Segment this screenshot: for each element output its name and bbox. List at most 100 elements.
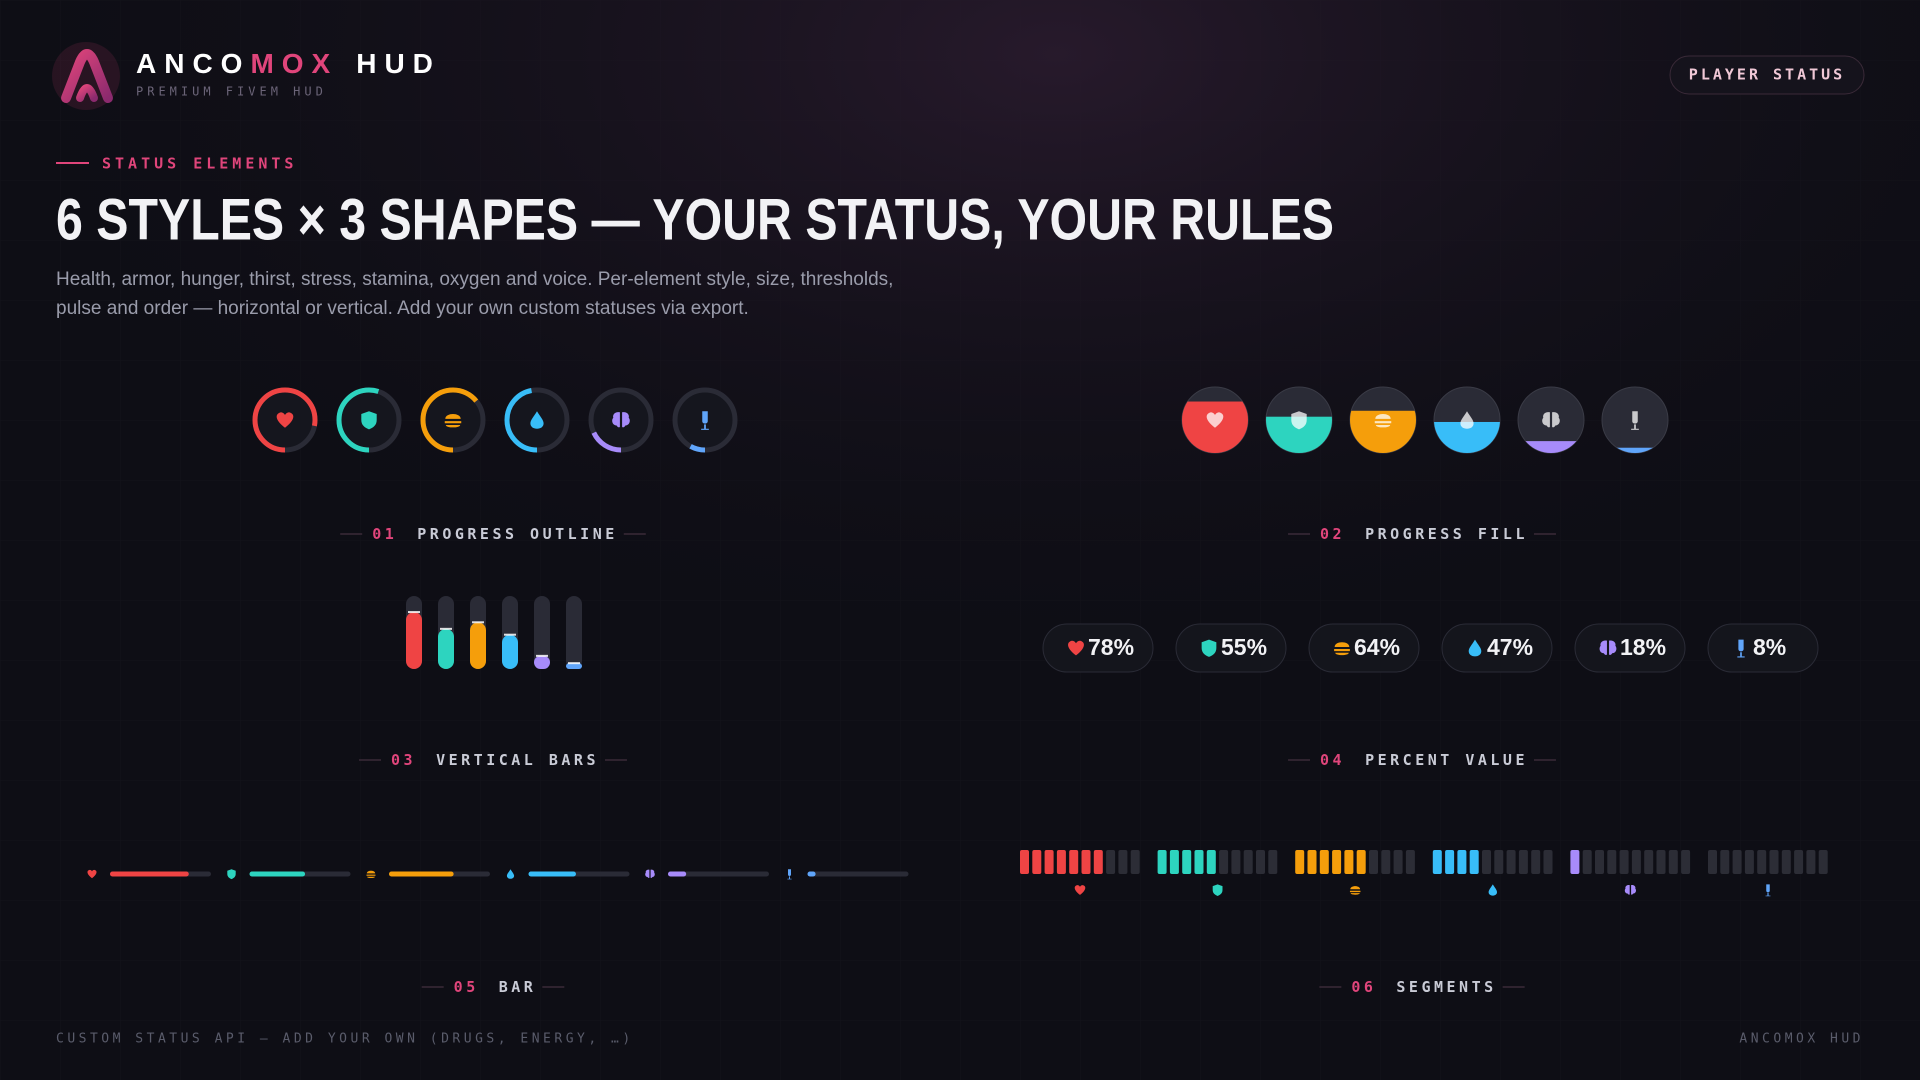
segment — [1369, 850, 1378, 874]
status-icon — [1374, 413, 1392, 428]
status-icon — [1460, 411, 1474, 429]
status-icon — [612, 412, 630, 428]
segment — [1206, 850, 1216, 874]
segment — [1582, 850, 1592, 874]
segment — [1344, 850, 1354, 874]
segment — [1543, 850, 1553, 874]
status-icon — [645, 869, 655, 878]
segment — [1118, 850, 1128, 874]
segment — [1494, 850, 1504, 874]
segment — [1818, 850, 1828, 874]
vbar-track — [534, 596, 550, 669]
style-name: PROGRESS OUTLINE — [417, 525, 618, 543]
segment — [1256, 850, 1265, 874]
style-number: 05 — [454, 978, 479, 996]
vbar-cap — [504, 633, 516, 636]
tagline: PREMIUM FIVEM HUD — [136, 85, 327, 99]
percent-pill — [1042, 623, 1154, 673]
segment — [1381, 850, 1391, 874]
segment — [1570, 850, 1580, 874]
brand: ANCOMOX HUD — [136, 48, 441, 79]
vbar-fill — [438, 628, 454, 669]
status-icon — [1068, 640, 1084, 656]
percent-pill — [1441, 623, 1553, 673]
status-icon — [530, 411, 544, 429]
percent-value: 78% — [1088, 634, 1134, 660]
segment — [1169, 850, 1179, 874]
status-icon — [787, 869, 792, 880]
vbar-cap — [568, 662, 580, 665]
status-icon — [1468, 639, 1482, 657]
segment — [1319, 850, 1329, 874]
footer-left: CUSTOM STATUS API — ADD YOUR OWN (DRUGS,… — [56, 1032, 634, 1047]
segment — [1056, 850, 1066, 874]
percent-value: 18% — [1620, 634, 1666, 660]
status-icon — [506, 869, 515, 879]
status-icon — [1599, 640, 1617, 655]
status-icon — [276, 412, 294, 428]
brand-part: MOX — [250, 48, 338, 79]
bar-track — [668, 871, 769, 877]
style-number: 04 — [1320, 751, 1345, 769]
segment — [1393, 850, 1403, 874]
segment — [1081, 850, 1091, 874]
vbar-fill — [502, 634, 518, 669]
style-name: BAR — [499, 978, 537, 996]
brand-part: HUD — [356, 48, 441, 79]
ring-progress — [252, 387, 318, 453]
segment — [1194, 850, 1204, 874]
status-icon — [1631, 411, 1639, 430]
segment — [1231, 850, 1241, 874]
segment — [1482, 850, 1491, 874]
segment — [1157, 850, 1167, 874]
vbar-fill — [566, 663, 582, 669]
bar-fill — [110, 871, 189, 877]
ring-progress — [504, 387, 570, 453]
ring-progress — [672, 387, 738, 453]
percent-value: 64% — [1354, 634, 1400, 660]
segment — [1708, 850, 1717, 874]
style-number: 06 — [1351, 978, 1376, 996]
status-icon — [1542, 412, 1560, 428]
segment — [1806, 850, 1816, 874]
segment — [1531, 850, 1541, 874]
segment — [1182, 850, 1192, 874]
segment — [1781, 850, 1791, 874]
segment — [1656, 850, 1666, 874]
vbar-cap — [408, 611, 420, 614]
bar-fill — [249, 871, 306, 877]
headline: 6 STYLES × 3 SHAPES — YOUR STATUS, YOUR … — [56, 187, 1334, 252]
status-icon — [444, 413, 462, 428]
status-icon — [1074, 885, 1086, 895]
percent-pill — [1308, 623, 1420, 673]
segment — [1307, 850, 1317, 874]
segment — [1356, 850, 1366, 874]
style-name: SEGMENTS — [1396, 978, 1496, 996]
segment — [1720, 850, 1730, 874]
style-label: 04 PERCENT VALUE — [1320, 751, 1528, 769]
percent-value: 8% — [1753, 634, 1786, 660]
segment — [1457, 850, 1467, 874]
status-icon — [1349, 886, 1361, 895]
segment — [1332, 850, 1342, 874]
status-icon — [227, 869, 236, 880]
status-icon — [1624, 884, 1636, 895]
segment — [1619, 850, 1629, 874]
segment — [1044, 850, 1054, 874]
vbar-cap — [440, 627, 452, 630]
segment — [1243, 850, 1253, 874]
segment — [1668, 850, 1678, 874]
status-icon — [1201, 639, 1217, 657]
fill-level — [1602, 447, 1668, 453]
player-status-button[interactable] — [1669, 55, 1865, 95]
status-icon — [1291, 411, 1307, 430]
description-line: Health, armor, hunger, thirst, stress, s… — [56, 269, 893, 290]
ring-progress — [588, 387, 654, 453]
button-label[interactable]: PLAYER STATUS — [1689, 66, 1845, 84]
status-icon — [1334, 642, 1350, 656]
segment — [1469, 850, 1479, 874]
bar-fill — [389, 871, 454, 877]
style-label: 06 SEGMENTS — [1351, 978, 1496, 996]
vbar-fill — [406, 612, 422, 669]
